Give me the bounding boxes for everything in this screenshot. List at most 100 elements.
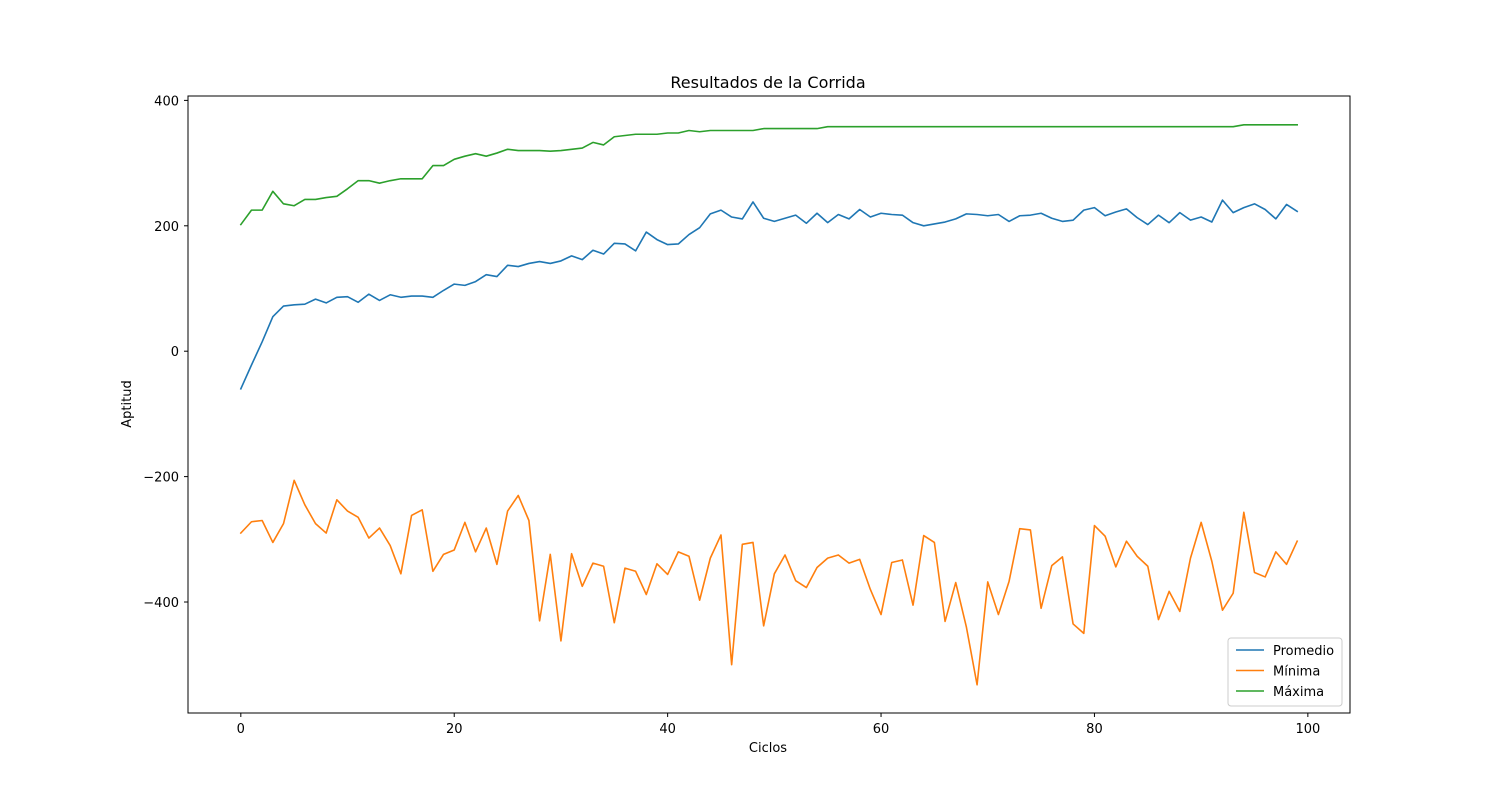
data-point (912, 126, 914, 128)
data-point (528, 519, 530, 521)
data-point (474, 551, 476, 553)
data-point (1243, 124, 1245, 126)
y-tick-label: 200 (154, 220, 179, 235)
data-point (624, 243, 626, 245)
data-point (325, 532, 327, 534)
data-point (517, 265, 519, 267)
data-point (1189, 126, 1191, 128)
data-point (325, 302, 327, 304)
data-point (1051, 217, 1053, 219)
data-point (1029, 126, 1031, 128)
data-point (1040, 126, 1042, 128)
data-point (1125, 540, 1127, 542)
data-point (688, 233, 690, 235)
data-point (944, 126, 946, 128)
data-point (293, 304, 295, 306)
data-point (293, 479, 295, 481)
data-point (805, 222, 807, 224)
data-point (1296, 210, 1298, 212)
data-point (784, 127, 786, 129)
data-point (549, 150, 551, 152)
data-point (517, 149, 519, 151)
data-point (261, 341, 263, 343)
data-point (1179, 126, 1181, 128)
data-point (1296, 124, 1298, 126)
data-point (773, 127, 775, 129)
data-point (1253, 203, 1255, 205)
data-point (496, 152, 498, 154)
data-point (656, 133, 658, 135)
x-axis: 0 20 40 60 80 100 (237, 713, 1320, 737)
data-point (698, 599, 700, 601)
data-point (560, 640, 562, 642)
data-point (730, 664, 732, 666)
data-point (645, 231, 647, 233)
data-point (282, 522, 284, 524)
data-point (1243, 206, 1245, 208)
data-point (730, 216, 732, 218)
data-point (1232, 211, 1234, 213)
chart-title: Resultados de la Corrida (670, 73, 865, 92)
data-point (955, 218, 957, 220)
data-point (880, 212, 882, 214)
data-point (1147, 565, 1149, 567)
data-point (1147, 223, 1149, 225)
data-point (666, 243, 668, 245)
data-point (826, 557, 828, 559)
data-point (784, 217, 786, 219)
data-point (410, 178, 412, 180)
data-point (272, 316, 274, 318)
data-point (741, 129, 743, 131)
legend-label-maxima: Máxima (1273, 685, 1324, 700)
data-point (1296, 540, 1298, 542)
plot-frame (187, 95, 1351, 714)
data-point (859, 208, 861, 210)
data-point (752, 129, 754, 131)
data-point (506, 264, 508, 266)
data-point (666, 132, 668, 134)
legend-label-minima: Mínima (1273, 665, 1320, 680)
series-line-promedio (239, 199, 1299, 390)
data-point (1040, 607, 1042, 609)
y-axis-label: Aptitud (120, 380, 135, 427)
data-point (549, 553, 551, 555)
data-point (240, 532, 242, 534)
data-point (955, 581, 957, 583)
data-point (528, 262, 530, 264)
data-point (1221, 199, 1223, 201)
data-point (1211, 560, 1213, 562)
data-point (464, 521, 466, 523)
data-point (1029, 529, 1031, 531)
data-point (261, 209, 263, 211)
data-point (304, 504, 306, 506)
data-point (1019, 215, 1021, 217)
data-point (987, 581, 989, 583)
data-point (421, 509, 423, 511)
data-point (752, 201, 754, 203)
data-point (432, 296, 434, 298)
data-point (1264, 124, 1266, 126)
data-point (677, 551, 679, 553)
x-tick-label: 0 (237, 722, 245, 737)
data-point (976, 684, 978, 686)
data-point (464, 284, 466, 286)
data-point (859, 558, 861, 560)
data-point (1179, 610, 1181, 612)
data-point (1072, 126, 1074, 128)
data-point (923, 534, 925, 536)
data-point (1221, 609, 1223, 611)
data-point (368, 537, 370, 539)
data-point (560, 149, 562, 151)
data-point (538, 260, 540, 262)
data-point (1253, 571, 1255, 573)
data-point (560, 260, 562, 262)
data-point (592, 249, 594, 251)
data-point (570, 553, 572, 555)
data-point (496, 563, 498, 565)
data-point (784, 554, 786, 556)
data-point (602, 565, 604, 567)
data-point (336, 499, 338, 501)
data-point (677, 132, 679, 134)
data-point (592, 562, 594, 564)
